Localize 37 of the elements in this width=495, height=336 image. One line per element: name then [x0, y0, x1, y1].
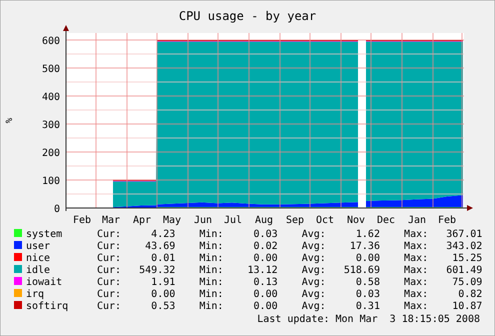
x-tick-label: Oct	[316, 215, 334, 226]
text: Cur: 43.69 Min: 0.02 Avg: 17.36 Max: 343.02	[97, 241, 482, 252]
text: Last update: Mon Mar 3 18:15:05 2008	[257, 314, 480, 325]
y-tick-label: 400	[42, 92, 60, 103]
y-tick-label: 300	[42, 120, 60, 131]
text: Cur: 0.01 Min: 0.00 Avg: 0.00 Max: 15.25	[97, 253, 482, 264]
x-tick-label: Dec	[376, 215, 396, 226]
y-tick-label: 100	[42, 176, 60, 187]
legend-label: iowait	[26, 277, 62, 288]
text: Cur: 549.32 Min: 13.12 Avg: 518.69 Max: 601.49	[97, 265, 482, 276]
legend-label: irq	[26, 289, 44, 300]
legend-label: user	[26, 241, 50, 252]
x-tick-label: Jan	[408, 215, 426, 226]
y-tick-label: 0	[54, 204, 60, 215]
x-tick-label: Apr	[132, 215, 152, 226]
y-tick-label: 600	[42, 36, 60, 47]
x-tick-label: Aug	[254, 215, 274, 226]
legend-label: softirq	[26, 301, 68, 312]
x-tick-label: Jun	[194, 215, 212, 226]
text: Cur: 0.00 Min: 0.00 Avg: 0.03 Max: 0.82	[97, 289, 482, 300]
text: Cur: 0.53 Min: 0.00 Avg: 0.31 Max: 10.87	[97, 301, 482, 312]
legend-label: idle	[26, 265, 50, 276]
legend-label: system	[26, 229, 62, 240]
y-tick-label: 500	[42, 64, 60, 75]
x-tick-label: Jul	[224, 215, 242, 226]
y-axis-title: %	[5, 117, 15, 124]
x-tick-label: Nov	[346, 215, 366, 226]
text: Cur: 1.91 Min: 0.13 Avg: 0.58 Max: 75.09	[97, 277, 482, 288]
x-tick-label: May	[162, 215, 182, 226]
legend-label: nice	[26, 253, 50, 264]
chart-title: CPU usage - by year	[178, 9, 316, 23]
y-tick-label: 200	[42, 148, 60, 159]
x-tick-label: Feb	[72, 215, 92, 226]
x-tick-label: Feb	[438, 215, 456, 226]
x-tick-label: Mar	[102, 215, 120, 226]
x-tick-label: Sep	[286, 215, 304, 226]
text: Cur: 4.23 Min: 0.03 Avg: 1.62 Max: 367.01	[97, 229, 482, 240]
